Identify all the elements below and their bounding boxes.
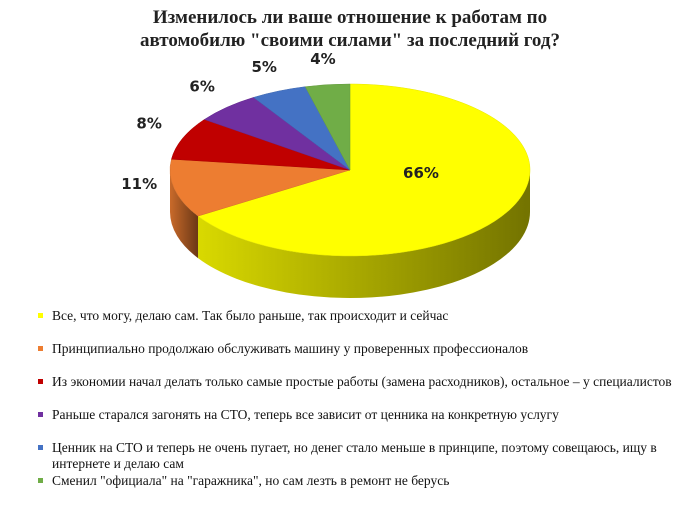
data-label: 11% [121,175,157,193]
legend-label: Из экономии начал делать только самые пр… [52,374,672,389]
legend-swatch [38,346,43,351]
data-label: 6% [189,77,214,95]
legend-item: Принципиально продолжаю обслуживать маши… [38,341,678,374]
data-label: 8% [136,115,161,133]
legend-item: Сменил "официала" на "гаражника", но сам… [38,473,678,506]
legend-swatch [38,445,43,450]
pie-side [198,170,530,299]
legend-item: Ценник на СТО и теперь не очень пугает, … [38,440,678,473]
legend-label: Раньше старался загонять на СТО, теперь … [52,407,559,422]
pie-side [170,170,199,259]
legend-item: Из экономии начал делать только самые пр… [38,374,678,407]
legend-label: Принципиально продолжаю обслуживать маши… [52,341,529,356]
legend-swatch [38,379,43,384]
legend-item: Все, что могу, делаю сам. Так было раньш… [38,308,678,341]
data-label: 4% [310,50,335,68]
legend-item: Раньше старался загонять на СТО, теперь … [38,407,678,440]
data-label: 66% [403,164,439,182]
pie-slice [197,83,531,257]
legend: Все, что могу, делаю сам. Так было раньш… [38,308,678,506]
pie-slice [304,83,351,171]
chart-title: Изменилось ли ваше отношение к работам п… [139,7,561,51]
legend-swatch [38,478,43,483]
legend-label: Ценник на СТО и теперь не очень пугает, … [52,440,657,471]
legend-label: Все, что могу, делаю сам. Так было раньш… [52,308,449,323]
pie-slice [171,119,351,171]
legend-swatch [38,412,43,417]
pie-slice [169,158,351,217]
legend-label: Сменил "официала" на "гаражника", но сам… [52,473,450,488]
pie-area: 66% 11% 8% 6% 5% 4% [121,50,531,299]
legend-swatch [38,313,43,318]
data-label: 5% [251,58,276,76]
